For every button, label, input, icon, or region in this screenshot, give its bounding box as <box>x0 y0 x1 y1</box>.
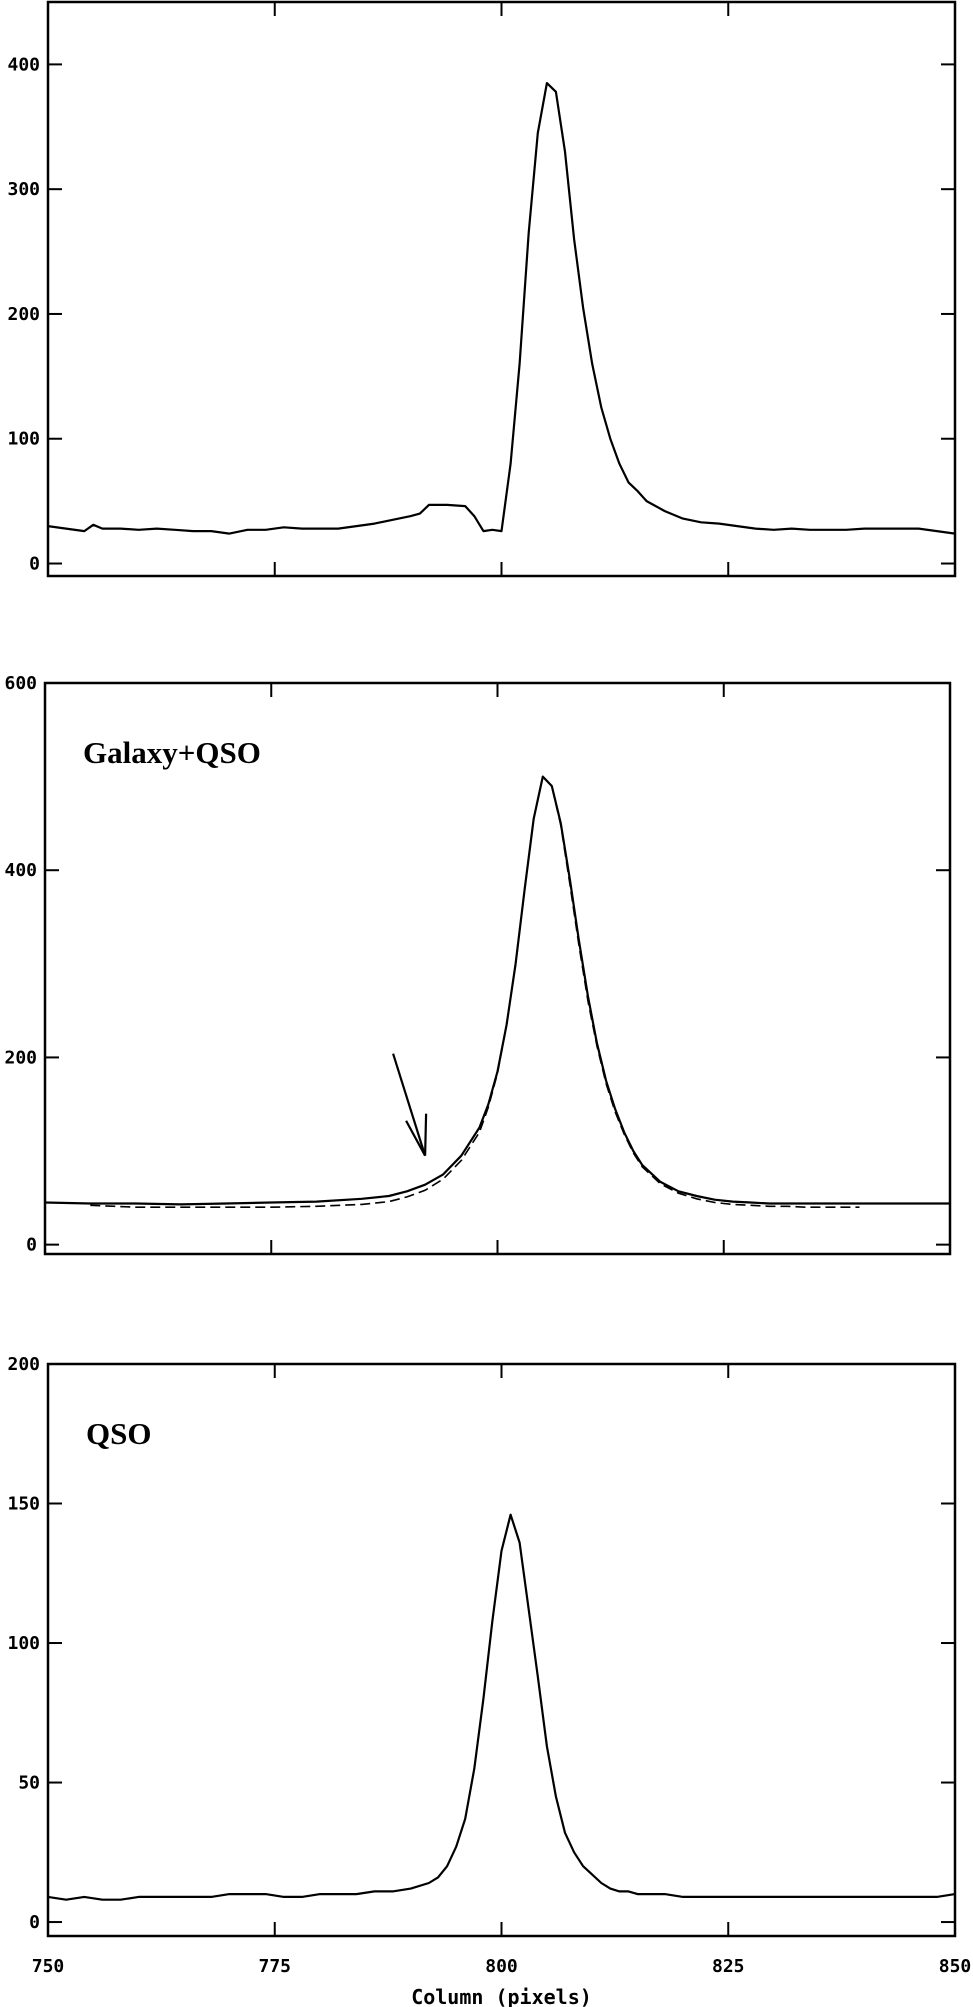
y-tick-label: 200 <box>7 1354 40 1375</box>
y-tick-label: 100 <box>7 1633 40 1654</box>
y-tick-label: 400 <box>4 860 37 881</box>
x-tick-label: 775 <box>258 1956 291 1977</box>
x-tick-label: 750 <box>32 1956 65 1977</box>
y-tick-label: 0 <box>26 1235 37 1256</box>
y-tick-label: 300 <box>7 179 40 200</box>
y-tick-label: 100 <box>7 429 40 450</box>
panel-top: 0 100 200 300 400 <box>7 0 957 578</box>
arrow-annotation <box>392 1053 428 1157</box>
series-line <box>47 1513 956 1901</box>
x-tick-label: 850 <box>939 1956 972 1977</box>
y-tick-label: 600 <box>4 673 37 694</box>
y-tick-label: 0 <box>29 1912 40 1933</box>
panel-label: Galaxy+QSO <box>83 735 261 770</box>
plot-frame <box>46 0 957 578</box>
panel-qso: 0 50 100 150 200 750 775 800 825 850 QSO Column (pi… <box>7 1354 971 2007</box>
x-tick-label: 800 <box>485 1956 518 1977</box>
x-axis-title: Column (pixels) <box>411 1985 592 2007</box>
x-tick-label: 825 <box>712 1956 745 1977</box>
plot-frame <box>46 1362 957 1938</box>
y-tick-label: 50 <box>18 1773 40 1794</box>
y-tick-label: 200 <box>7 304 40 325</box>
series-line-dashed <box>90 774 860 1208</box>
y-tick-label: 150 <box>7 1494 40 1515</box>
y-tick-label: 400 <box>7 54 40 75</box>
y-tick-label: 200 <box>4 1047 37 1068</box>
y-tick-label: 0 <box>29 554 40 575</box>
panel-label: QSO <box>86 1416 151 1451</box>
series-line <box>47 81 956 535</box>
panel-galaxy-qso: 0 200 400 600 Galaxy+QSO <box>4 673 952 1256</box>
series-line <box>44 775 950 1206</box>
